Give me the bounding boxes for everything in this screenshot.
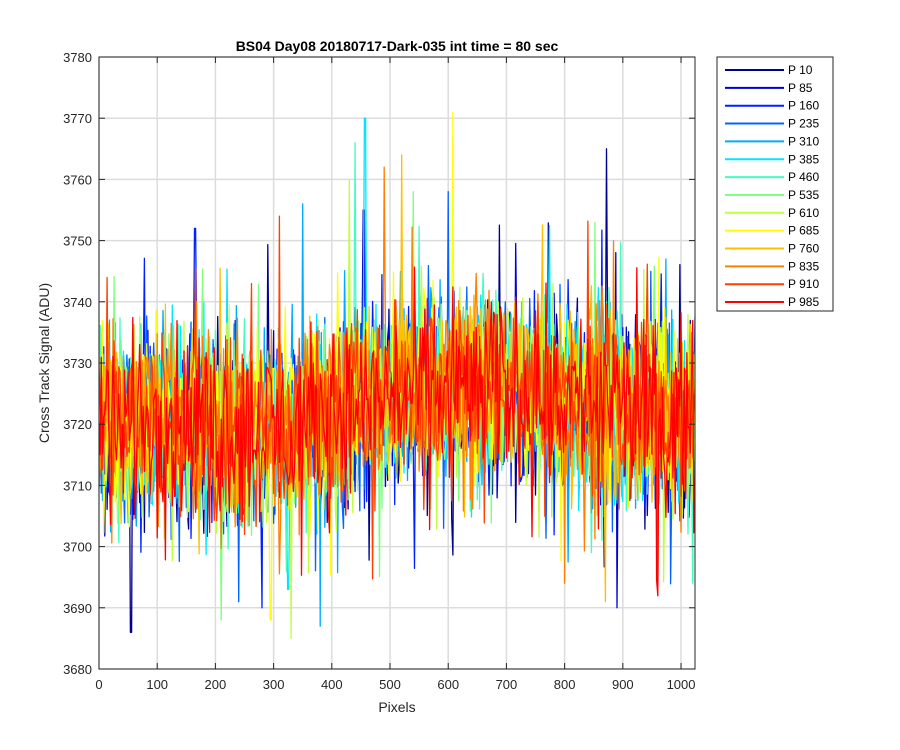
x-tick-label: 800 (554, 677, 576, 692)
x-tick-label: 300 (263, 677, 285, 692)
x-tick-label: 1000 (667, 677, 696, 692)
legend-label: P 985 (788, 295, 819, 309)
series-layer (99, 111, 695, 640)
y-tick-label: 3730 (63, 356, 92, 371)
legend-box (716, 56, 834, 312)
chart-title: BS04 Day08 20180717-Dark-035 int time = … (236, 38, 559, 54)
x-tick-label: 400 (321, 677, 343, 692)
y-axis-label: Cross Track Signal (ADU) (36, 283, 52, 443)
x-tick-label: 900 (612, 677, 634, 692)
legend-label: P 235 (788, 117, 819, 131)
legend-label: P 835 (788, 259, 819, 273)
series-line (99, 266, 695, 597)
y-tick-label: 3720 (63, 417, 92, 432)
legend-label: P 385 (788, 152, 819, 166)
x-tick-label: 700 (496, 677, 518, 692)
y-tick-label: 3780 (63, 50, 92, 65)
legend-label: P 760 (788, 242, 819, 256)
legend-label: P 610 (788, 206, 819, 220)
legend-label: P 910 (788, 277, 819, 291)
x-tick-label: 600 (437, 677, 459, 692)
x-tick-label: 500 (379, 677, 401, 692)
y-tick-label: 3690 (63, 601, 92, 616)
legend-label: P 160 (788, 99, 819, 113)
x-axis-label: Pixels (378, 699, 415, 715)
y-tick-label: 3750 (63, 234, 92, 249)
legend-label: P 535 (788, 188, 819, 202)
legend-label: P 685 (788, 224, 819, 238)
y-tick-label: 3680 (63, 662, 92, 677)
y-tick-label: 3700 (63, 540, 92, 555)
x-tick-label: 0 (95, 677, 102, 692)
legend-label: P 10 (788, 63, 813, 77)
y-tick-label: 3760 (63, 172, 92, 187)
legend-label: P 460 (788, 170, 819, 184)
y-tick-label: 3740 (63, 295, 92, 310)
x-tick-label: 100 (146, 677, 168, 692)
legend: P 10 P 85 P 160 P 235 P 310 P 385 P 460 P 535 P … (716, 56, 834, 312)
x-tick-label: 200 (205, 677, 227, 692)
legend-label: P 85 (788, 81, 813, 95)
y-tick-label: 3710 (63, 478, 92, 493)
legend-label: P 310 (788, 134, 819, 148)
y-tick-label: 3770 (63, 111, 92, 126)
axis-ticks: 0 100 200 300 400 500 600 700 800 900 1000 3680 3690… (63, 50, 695, 692)
